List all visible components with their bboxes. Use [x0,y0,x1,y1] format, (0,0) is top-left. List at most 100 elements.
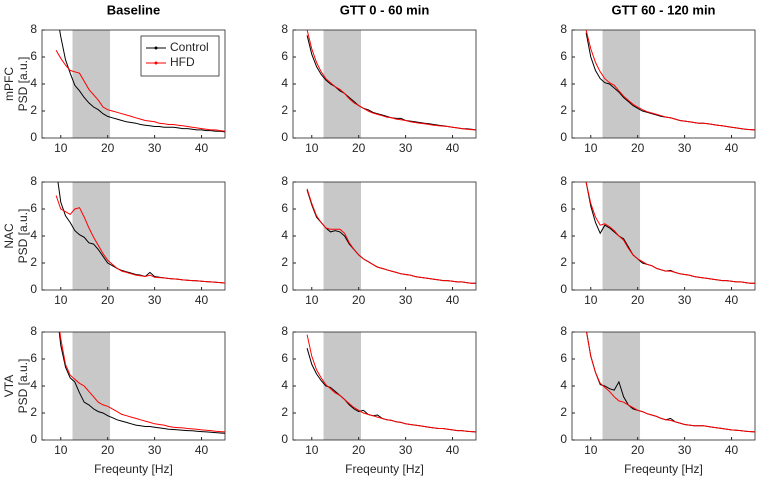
y-tick-label: 4 [30,228,37,242]
y-tick-label: 2 [560,103,567,117]
y-tick-label: 6 [30,49,37,63]
axes-box [292,181,477,291]
lines [306,188,476,284]
x-tick-label: 30 [678,443,692,457]
panel: 0 2 4 6 8 10 20 30 40 NAC PSD [a.u.] [2,174,226,307]
y-axis-label: PSD [a.u.] [16,209,30,264]
panel: 0 2 4 6 8 10 20 30 40 GTT 0 - 60 min [281,2,477,155]
legend-marker [154,46,158,50]
series-line [585,182,755,284]
y-tick-label: 8 [560,324,567,338]
panel-title: Baseline [107,2,160,17]
y-tick-label: 4 [560,76,567,90]
row-label: NAC [2,223,16,249]
axes-box [571,29,756,139]
y-tick-label: 4 [281,76,288,90]
lines [585,30,755,131]
y-tick-label: 0 [30,130,37,144]
shaded-range [72,182,111,290]
legend-label: Control [170,40,209,54]
x-tick-label: 20 [631,141,645,155]
shaded-range [72,30,111,138]
x-tick-label: 10 [54,141,68,155]
panel: 0 2 4 6 8 10 20 30 40 Baseline mPFC PSD [a.u.] Contr… [2,2,226,155]
y-tick-label: 4 [30,378,37,392]
y-tick-label: 0 [281,282,288,296]
panel: 0 2 4 6 8 10 20 30 40 Freqeunty [Hz] [281,324,477,476]
shaded-range [323,182,362,290]
x-tick-label: 40 [446,141,460,155]
series-line [306,188,476,284]
shaded-range [323,30,362,138]
x-tick-label: 40 [725,293,739,307]
y-tick-label: 8 [281,22,288,36]
series-line [58,332,225,434]
y-axis-label: PSD [a.u.] [16,359,30,414]
y-tick-label: 4 [281,378,288,392]
panel: 0 2 4 6 8 10 20 30 40 Freqeunty [Hz] VTA PSD [a.u.] [2,324,226,476]
x-tick-label: 30 [399,141,413,155]
x-tick-label: 30 [148,293,162,307]
lines [55,30,225,133]
y-tick-label: 0 [560,130,567,144]
x-axis-label: Freqeunty [Hz] [94,462,173,476]
x-tick-label: 30 [678,141,692,155]
series-line [586,332,755,433]
panel: 0 2 4 6 8 10 20 30 40 [281,174,477,307]
y-tick-label: 8 [560,174,567,188]
y-tick-label: 8 [560,22,567,36]
series-line [55,195,225,284]
y-tick-label: 0 [281,130,288,144]
axes-box [571,181,756,291]
x-axis-label: Freqeunty [Hz] [345,462,424,476]
lines [306,30,476,131]
panel: 0 2 4 6 8 10 20 30 40 [560,174,756,307]
y-tick-label: 2 [281,405,288,419]
axes-box [292,29,477,139]
x-tick-label: 40 [195,293,209,307]
y-tick-label: 4 [560,378,567,392]
x-tick-label: 30 [678,293,692,307]
y-tick-label: 8 [30,22,37,36]
y-tick-label: 6 [281,49,288,63]
x-tick-label: 20 [101,293,115,307]
y-tick-label: 2 [30,255,37,269]
y-tick-label: 4 [30,76,37,90]
y-tick-label: 2 [30,103,37,117]
panel-title: GTT 0 - 60 min [340,2,430,17]
y-axis-label: PSD [a.u.] [16,57,30,112]
lines [58,332,225,434]
y-tick-label: 2 [281,255,288,269]
axes-box [571,331,756,441]
y-tick-label: 4 [560,228,567,242]
x-tick-label: 30 [399,443,413,457]
lines [306,334,476,433]
x-tick-label: 10 [305,293,319,307]
row-label: mPFC [2,67,16,101]
x-tick-label: 40 [446,293,460,307]
series-line [585,30,755,131]
series-line [59,30,225,133]
axes-box [41,331,226,441]
shaded-range [602,182,641,290]
y-tick-label: 2 [30,405,37,419]
y-tick-label: 6 [281,201,288,215]
axes-box [292,331,477,441]
y-tick-label: 2 [281,103,288,117]
x-tick-label: 10 [584,293,598,307]
legend-box [140,35,220,77]
y-tick-label: 0 [560,282,567,296]
x-tick-label: 10 [305,443,319,457]
x-tick-label: 40 [725,141,739,155]
x-tick-label: 20 [101,443,115,457]
x-tick-label: 40 [446,443,460,457]
x-tick-label: 40 [195,141,209,155]
y-tick-label: 6 [560,201,567,215]
x-tick-label: 20 [352,293,366,307]
y-tick-label: 8 [30,174,37,188]
y-tick-label: 6 [560,351,567,365]
y-tick-label: 0 [30,282,37,296]
x-tick-label: 10 [54,293,68,307]
lines [585,182,755,284]
